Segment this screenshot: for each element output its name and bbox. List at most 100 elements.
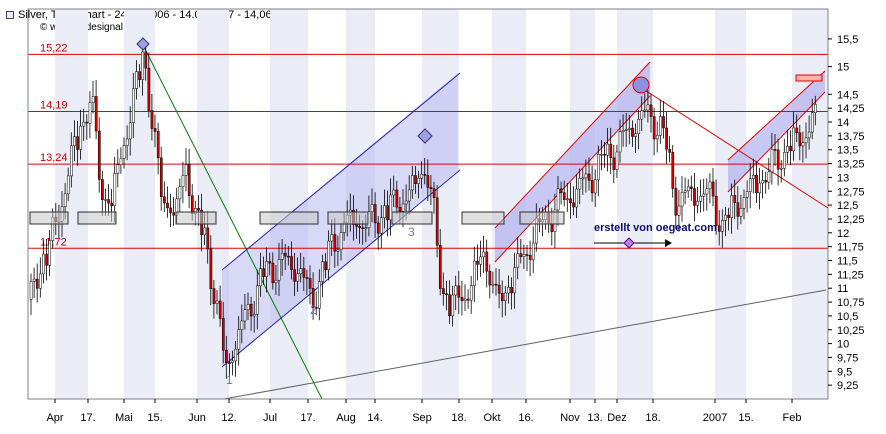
candle-up <box>739 208 743 217</box>
candle-up <box>783 152 786 169</box>
candle-down <box>736 202 740 217</box>
y-tick-label: 15 <box>837 62 849 74</box>
candle-up <box>392 189 396 196</box>
red-channel-fill-2 <box>728 71 825 192</box>
pivot-diamond <box>136 37 150 51</box>
pivot-circle <box>632 76 650 94</box>
candle-up <box>277 259 281 281</box>
candle-up <box>104 199 107 201</box>
candle-down <box>97 130 101 180</box>
candle-up <box>724 214 727 221</box>
candle-up <box>321 261 324 282</box>
candle-up <box>132 88 135 123</box>
candle-up <box>48 240 52 266</box>
candle-down <box>221 318 225 351</box>
candle-down <box>764 180 768 183</box>
candle-up <box>234 348 238 362</box>
candle-down <box>45 253 48 266</box>
candle-up <box>646 104 650 111</box>
candle-up <box>336 249 340 252</box>
candle-down <box>76 136 79 150</box>
y-tick-label: 12,25 <box>837 214 865 226</box>
candle-up <box>643 109 647 112</box>
candle-down <box>156 131 160 159</box>
candle-up <box>615 151 619 170</box>
candle-down <box>429 187 433 189</box>
candle-up <box>686 186 690 192</box>
y-tick-label: 12 <box>837 228 849 240</box>
green-trend-line <box>142 44 323 400</box>
candle-down <box>287 255 290 258</box>
candle-up <box>742 197 746 209</box>
candles <box>29 40 817 379</box>
candle-up <box>810 112 814 133</box>
candle-up <box>411 175 414 191</box>
candle-up <box>417 177 420 184</box>
candle-up <box>708 181 712 190</box>
y-tick-label: 12,5 <box>837 200 858 212</box>
candle-down <box>395 189 399 208</box>
candle-down <box>612 157 616 170</box>
candle-down <box>190 195 194 214</box>
y-tick-label: 11,25 <box>837 269 864 281</box>
candle-up <box>215 300 219 304</box>
x-tick-label: 18. <box>645 412 660 424</box>
candle-up <box>640 110 644 120</box>
candle-down <box>438 244 442 289</box>
support-box <box>175 211 217 225</box>
candle-up <box>116 164 120 174</box>
candle-down <box>476 260 479 265</box>
candle-up <box>389 194 393 221</box>
candle-up <box>135 71 138 89</box>
candle-down <box>85 121 89 124</box>
candle-up <box>237 329 241 350</box>
candle-down <box>305 277 309 279</box>
candle-up <box>606 143 610 156</box>
candle-up <box>624 129 628 131</box>
candle-down <box>494 283 498 286</box>
candle-down <box>361 227 365 229</box>
candle-up <box>507 287 510 294</box>
candle-up <box>522 254 526 257</box>
red-channel-2-bottom <box>727 91 826 193</box>
candle-up <box>70 145 73 177</box>
candle-up <box>454 285 458 296</box>
candle-up <box>581 177 585 180</box>
level-label: 14,19 <box>40 99 68 111</box>
candle-down <box>212 288 216 304</box>
candle-down <box>609 143 613 158</box>
candle-down <box>163 196 166 204</box>
candle-up <box>473 260 476 286</box>
candle-up <box>767 171 771 183</box>
red-channel-2-top <box>727 70 826 161</box>
candle-up <box>63 193 67 207</box>
x-tick-label: Feb <box>783 412 802 424</box>
candle-up <box>231 360 234 363</box>
support-box <box>391 211 433 225</box>
candle-up <box>451 294 455 317</box>
candle-up <box>463 298 467 301</box>
candle-up <box>578 178 582 190</box>
candle-down <box>711 181 715 197</box>
candle-up <box>39 273 42 289</box>
candle-down <box>776 149 780 170</box>
candle-down <box>107 199 110 204</box>
candle-up <box>600 153 603 156</box>
candle-up <box>42 253 45 275</box>
candle-up <box>634 133 637 137</box>
candle-down <box>652 116 656 140</box>
candle-up <box>618 131 622 153</box>
y-tick-label: 15,5 <box>837 34 858 46</box>
candle-up <box>265 261 269 277</box>
candle-up <box>243 309 247 322</box>
x-tick-label: 16. <box>518 412 533 424</box>
candle-down <box>153 128 157 132</box>
y-tick-label: 11,75 <box>837 242 864 254</box>
grid-band <box>55 9 88 399</box>
candle-up <box>807 131 811 139</box>
candle-down <box>187 164 191 196</box>
candle-up <box>584 173 588 179</box>
candle-up <box>804 137 808 144</box>
x-tick-label: Jul <box>263 412 277 424</box>
